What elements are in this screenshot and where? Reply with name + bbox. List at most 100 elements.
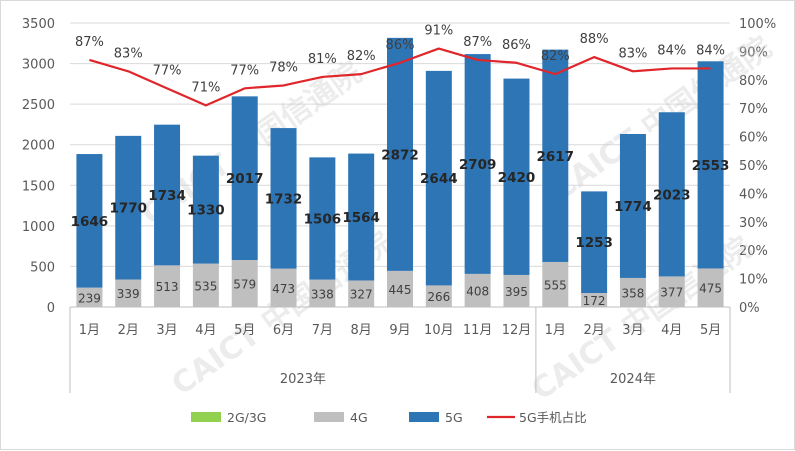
y-right-tick-3: 30% — [739, 216, 768, 231]
bar-5g-5 — [270, 128, 297, 269]
label-5g-7: 1564 — [342, 210, 380, 226]
bar-4g-2 — [154, 265, 181, 307]
label-4g-0: 239 — [78, 291, 101, 305]
y-left-tick-0: 0 — [47, 301, 55, 316]
label-pct-15: 84% — [657, 43, 686, 58]
bar-4g-13 — [581, 293, 608, 307]
x-tick-label-10: 11月 — [463, 323, 493, 338]
label-pct-12: 82% — [541, 49, 570, 64]
label-4g-1: 339 — [117, 287, 140, 301]
bar-5g-9 — [425, 70, 452, 286]
bar-5g-14 — [619, 134, 646, 278]
bar-5g-0 — [76, 154, 103, 288]
label-4g-3: 535 — [194, 279, 217, 293]
x-tick-label-16: 5月 — [700, 323, 721, 338]
label-5g-12: 2617 — [537, 149, 575, 165]
label-pct-14: 83% — [618, 46, 647, 61]
y-left-tick-3500: 3500 — [22, 17, 55, 32]
label-pct-2: 77% — [153, 63, 182, 78]
label-4g-11: 395 — [505, 285, 528, 299]
bar-5g-11 — [503, 78, 530, 275]
label-5g-2: 1734 — [148, 188, 186, 204]
bar-4g-4 — [231, 260, 258, 307]
label-4g-2: 513 — [156, 280, 179, 294]
x-tick-label-7: 8月 — [351, 323, 372, 338]
bar-5g-12 — [542, 49, 569, 262]
label-5g-13: 1253 — [575, 235, 613, 251]
x-tick-label-5: 6月 — [273, 323, 294, 338]
y-left-tick-2500: 2500 — [22, 98, 55, 113]
label-5g-10: 2709 — [459, 157, 497, 173]
x-tick-label-12: 1月 — [545, 323, 566, 338]
y-left-tick-1500: 1500 — [22, 179, 55, 194]
label-4g-16: 475 — [699, 282, 722, 296]
y-right-tick-0: 0% — [739, 301, 760, 316]
x-tick-label-13: 2月 — [583, 323, 604, 338]
bar-4g-0 — [76, 287, 103, 307]
x-tick-label-4: 5月 — [234, 323, 255, 338]
label-5g-15: 2023 — [653, 187, 691, 203]
label-5g-6: 1506 — [304, 211, 342, 227]
label-5g-4: 2017 — [226, 171, 264, 187]
legend-label-2: 5G — [445, 410, 463, 425]
y-left-tick-1000: 1000 — [22, 220, 55, 235]
y-right-tick-2: 20% — [739, 244, 768, 259]
legend-label-1: 4G — [350, 410, 368, 425]
bar-4g-10 — [464, 273, 491, 307]
bar-5g-3 — [192, 155, 219, 264]
bar-4g-9 — [425, 285, 452, 307]
label-4g-15: 377 — [660, 286, 683, 300]
x-tick-label-2: 3月 — [156, 323, 177, 338]
bar-5g-4 — [231, 96, 258, 261]
label-4g-12: 555 — [544, 278, 567, 292]
x-tick-label-0: 1月 — [79, 323, 100, 338]
x-tick-label-9: 10月 — [424, 323, 454, 338]
bar-4g-14 — [619, 277, 646, 307]
label-5g-1: 1770 — [109, 201, 147, 217]
bar-5g-6 — [309, 157, 336, 280]
x-tick-label-8: 9月 — [389, 323, 410, 338]
x-tick-label-14: 3月 — [622, 323, 643, 338]
label-4g-5: 473 — [272, 282, 295, 296]
y-left-tick-2000: 2000 — [22, 139, 55, 154]
year-label-0: 2023年 — [280, 372, 326, 387]
legend-swatch-0 — [191, 412, 221, 422]
label-5g-0: 1646 — [71, 214, 109, 230]
label-pct-5: 78% — [269, 60, 298, 75]
x-tick-label-1: 2月 — [118, 323, 139, 338]
label-5g-5: 1732 — [265, 191, 303, 207]
bar-4g-12 — [542, 261, 569, 307]
label-4g-7: 327 — [350, 288, 373, 302]
label-pct-6: 81% — [308, 52, 337, 67]
y-right-tick-10: 100% — [739, 17, 776, 32]
label-5g-11: 2420 — [498, 170, 536, 186]
x-tick-label-15: 4月 — [661, 323, 682, 338]
label-5g-14: 1774 — [614, 199, 652, 215]
bar-4g-8 — [387, 270, 413, 307]
bar-5g-2 — [154, 124, 181, 266]
legend-swatch-1 — [314, 412, 344, 422]
legend-swatch-2 — [409, 412, 439, 422]
y-right-tick-8: 80% — [739, 74, 768, 89]
label-pct-3: 71% — [191, 80, 220, 95]
bar-4g-7 — [348, 280, 375, 307]
label-4g-4: 579 — [233, 278, 256, 292]
bar-4g-1 — [115, 279, 142, 307]
bar-4g-6 — [309, 279, 336, 307]
bar-5g-15 — [658, 112, 685, 277]
x-tick-label-11: 12月 — [502, 323, 532, 338]
bar-5g-1 — [115, 135, 142, 280]
bar-5g-10 — [464, 54, 491, 274]
bar-4g-5 — [270, 268, 297, 307]
y-right-tick-7: 70% — [739, 102, 768, 117]
label-4g-6: 338 — [311, 287, 334, 301]
y-left-tick-3000: 3000 — [22, 58, 55, 73]
label-pct-9: 91% — [424, 24, 453, 39]
y-right-tick-5: 50% — [739, 159, 768, 174]
bar-5g-16 — [697, 61, 724, 269]
bar-5g-13 — [581, 191, 608, 294]
label-pct-0: 87% — [75, 35, 104, 50]
label-pct-10: 87% — [463, 35, 492, 50]
